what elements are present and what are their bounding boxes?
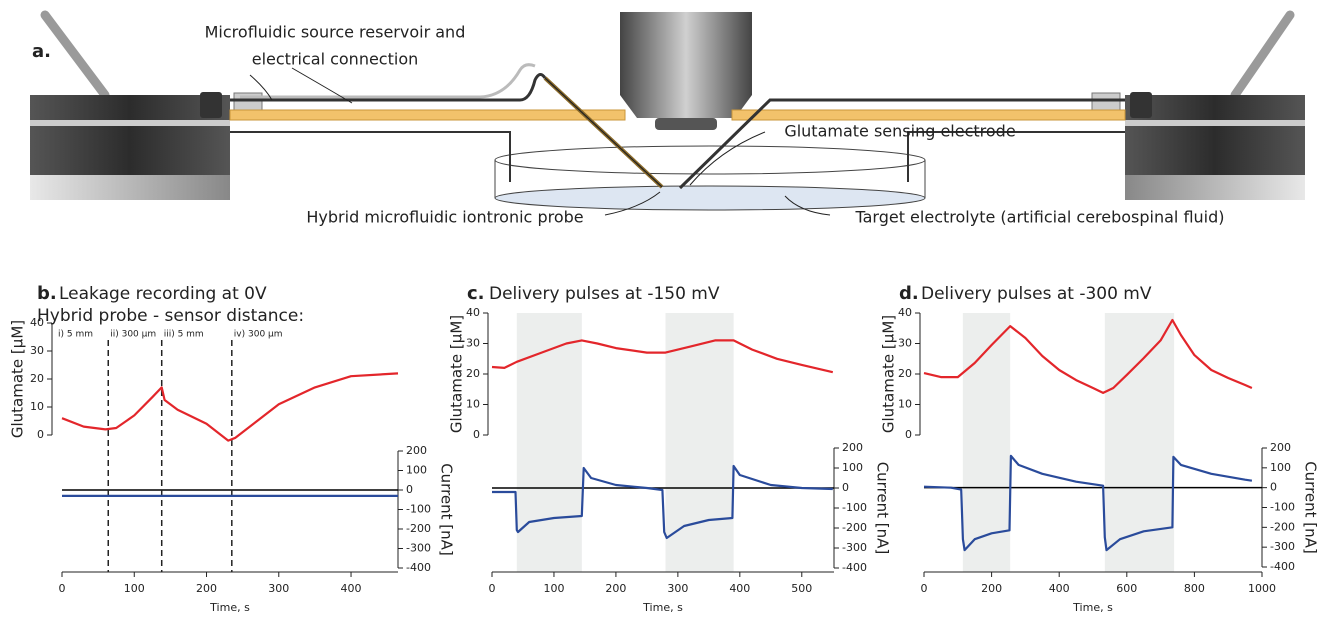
x-tick-label: 300 xyxy=(268,582,289,595)
data-line xyxy=(62,373,398,440)
y-tick-label: 0 xyxy=(37,428,44,441)
y-tick-label: 40 xyxy=(466,306,480,319)
y-tick-label: 10 xyxy=(466,398,480,411)
y2-tick-label: 0 xyxy=(842,481,849,494)
x-tick-label: 400 xyxy=(341,582,362,595)
x-tick-label: 300 xyxy=(667,582,688,595)
panel-label: b. xyxy=(37,283,57,304)
annotation: Hybrid microfluidic iontronic probe xyxy=(306,208,583,227)
annotation: iii) 5 mm xyxy=(164,330,204,340)
y2-tick-label: -100 xyxy=(406,503,431,516)
x-axis-title: Time, s xyxy=(1072,601,1113,614)
y2-tick-label: 200 xyxy=(842,441,863,454)
y-tick-label: 20 xyxy=(30,372,44,385)
stimulus-band xyxy=(517,313,582,572)
x-tick-label: 600 xyxy=(1116,582,1137,595)
panel-label: d. xyxy=(899,283,919,304)
x-tick-label: 200 xyxy=(196,582,217,595)
stimulus-band xyxy=(665,313,733,572)
annotation: Microfluidic source reservoir and xyxy=(205,23,466,42)
x-tick-label: 200 xyxy=(605,582,626,595)
x-tick-label: 200 xyxy=(981,582,1002,595)
y-tick-label: 30 xyxy=(30,344,44,357)
y2-tick-label: 200 xyxy=(406,444,427,457)
x-tick-label: 100 xyxy=(543,582,564,595)
y2-tick-label: -100 xyxy=(842,501,867,514)
annotation: electrical connection xyxy=(252,50,419,69)
x-tick-label: 400 xyxy=(1049,582,1070,595)
y2-tick-label: -400 xyxy=(1270,560,1295,573)
y-axis-title: Glutamate [µM] xyxy=(880,315,898,433)
y-tick-label: 30 xyxy=(898,337,912,350)
y-tick-label: 20 xyxy=(466,367,480,380)
y2-tick-label: -200 xyxy=(406,522,431,535)
x-axis-title: Time, s xyxy=(642,601,683,614)
y2-axis-title: Current [nA] xyxy=(438,463,456,556)
y2-tick-label: 200 xyxy=(1270,441,1291,454)
y-tick-label: 30 xyxy=(466,337,480,350)
y2-tick-label: -200 xyxy=(842,521,867,534)
annotation: Glutamate sensing electrode xyxy=(784,122,1015,141)
annotation: iv) 300 µm xyxy=(234,330,283,340)
y-tick-label: 10 xyxy=(898,398,912,411)
y2-tick-label: 0 xyxy=(1270,481,1277,494)
y2-axis-title: Current [nA] xyxy=(1302,461,1320,554)
x-tick-label: 500 xyxy=(791,582,812,595)
y2-tick-label: 100 xyxy=(406,464,427,477)
y2-axis-title: Current [nA] xyxy=(874,462,892,555)
y2-tick-label: 100 xyxy=(1270,461,1291,474)
x-tick-label: 100 xyxy=(124,582,145,595)
y-tick-label: 20 xyxy=(898,367,912,380)
setup-illustration xyxy=(30,12,1305,215)
y-axis-title: Glutamate [µM] xyxy=(9,320,27,438)
y-tick-label: 40 xyxy=(898,306,912,319)
y-tick-label: 0 xyxy=(905,428,912,441)
panel-label: a. xyxy=(32,41,51,62)
y2-tick-label: -200 xyxy=(1270,520,1295,533)
y-tick-label: 0 xyxy=(473,428,480,441)
y2-tick-label: -300 xyxy=(842,541,867,554)
annotation: ii) 300 µm xyxy=(110,330,156,340)
x-tick-label: 800 xyxy=(1184,582,1205,595)
chart-title: Delivery pulses at -300 mV xyxy=(921,284,1152,304)
annotation: i) 5 mm xyxy=(58,330,93,340)
y2-tick-label: -100 xyxy=(1270,501,1295,514)
x-tick-label: 0 xyxy=(59,582,66,595)
annotation: Target electrolyte (artificial cerebospi… xyxy=(854,208,1224,227)
figure: a. Microfluidic source reservoir and ele… xyxy=(0,0,1326,618)
chart-title: Leakage recording at 0V xyxy=(59,284,267,304)
y-axis-title: Glutamate [µM] xyxy=(448,315,466,433)
chart-title: Delivery pulses at -150 mV xyxy=(489,284,720,304)
y2-tick-label: 0 xyxy=(406,483,413,496)
y2-tick-label: -300 xyxy=(1270,540,1295,553)
x-tick-label: 0 xyxy=(489,582,496,595)
x-tick-label: 0 xyxy=(921,582,928,595)
y2-tick-label: 100 xyxy=(842,461,863,474)
y2-tick-label: -400 xyxy=(406,561,431,574)
y-tick-label: 10 xyxy=(30,400,44,413)
x-tick-label: 400 xyxy=(729,582,750,595)
panel-label: c. xyxy=(467,283,485,304)
y-tick-label: 40 xyxy=(30,316,44,329)
y2-tick-label: -300 xyxy=(406,542,431,555)
x-axis-title: Time, s xyxy=(209,601,250,614)
chart-subtitle: Hybrid probe - sensor distance: xyxy=(37,306,304,326)
y2-tick-label: -400 xyxy=(842,561,867,574)
x-tick-label: 1000 xyxy=(1248,582,1276,595)
